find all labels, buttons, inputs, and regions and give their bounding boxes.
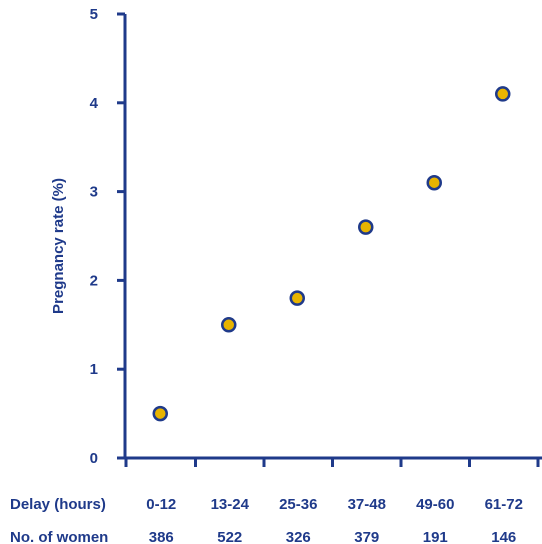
data-point [495, 86, 511, 102]
data-point [221, 317, 237, 333]
x-ticks [124, 458, 540, 467]
women-count-labels: 386 522 326 379 191 146 [149, 529, 517, 544]
y-tick-label: 2 [90, 272, 98, 289]
y-ticks: 0 1 2 3 4 5 [90, 6, 125, 467]
women-count: 379 [354, 529, 379, 544]
women-count: 522 [217, 529, 242, 544]
y-tick-label: 3 [90, 184, 98, 201]
y-axis-title: Pregnancy rate (%) [50, 178, 67, 314]
data-point [152, 405, 168, 422]
y-tick-label: 0 [90, 450, 98, 467]
category-labels: 0-12 13-24 25-36 37-48 49-60 61-72 [146, 496, 523, 513]
axes [123, 14, 542, 460]
data-point [289, 290, 305, 306]
x-axis-title: Delay (hours) [10, 496, 106, 513]
y-tick-label: 1 [90, 361, 98, 378]
y-tick-label: 5 [90, 6, 98, 23]
women-count: 386 [149, 529, 174, 544]
x-category-label: 25-36 [279, 496, 317, 513]
data-point [358, 219, 374, 235]
women-count: 326 [286, 529, 311, 544]
x-category-label: 37-48 [348, 496, 386, 513]
x-category-label: 0-12 [146, 496, 176, 513]
x-category-label: 61-72 [485, 496, 523, 513]
x-category-label: 13-24 [211, 496, 250, 513]
women-row-label: No. of women [10, 529, 108, 544]
x-category-label: 49-60 [416, 496, 454, 513]
women-count: 191 [423, 529, 448, 544]
y-tick-label: 4 [90, 95, 99, 112]
data-point [426, 174, 442, 191]
data-points [152, 86, 511, 422]
women-count: 146 [491, 529, 516, 544]
